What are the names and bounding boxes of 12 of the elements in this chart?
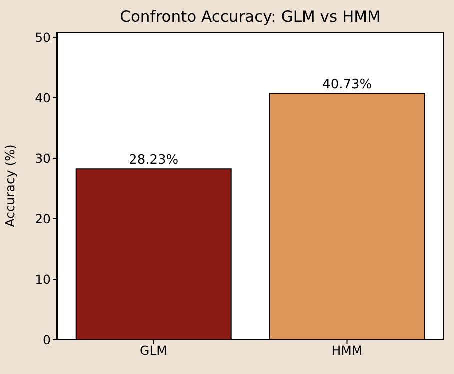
y-tick-label: 30 xyxy=(35,150,52,166)
y-tick-label: 0 xyxy=(43,332,52,348)
y-axis-title: Accuracy (%) xyxy=(2,144,18,228)
y-tick-label: 50 xyxy=(35,30,52,45)
chart-title: Confronto Accuracy: GLM vs HMM xyxy=(119,8,382,26)
x-tick-label: HMM xyxy=(332,342,363,358)
y-tick-label: 20 xyxy=(35,211,52,226)
y-tick-label: 40 xyxy=(35,90,52,106)
data-label: 28.23% xyxy=(129,153,179,168)
y-tick-label: 10 xyxy=(35,272,52,287)
x-tick-label: GLM xyxy=(140,342,168,358)
data-label: 40.73% xyxy=(322,78,372,93)
